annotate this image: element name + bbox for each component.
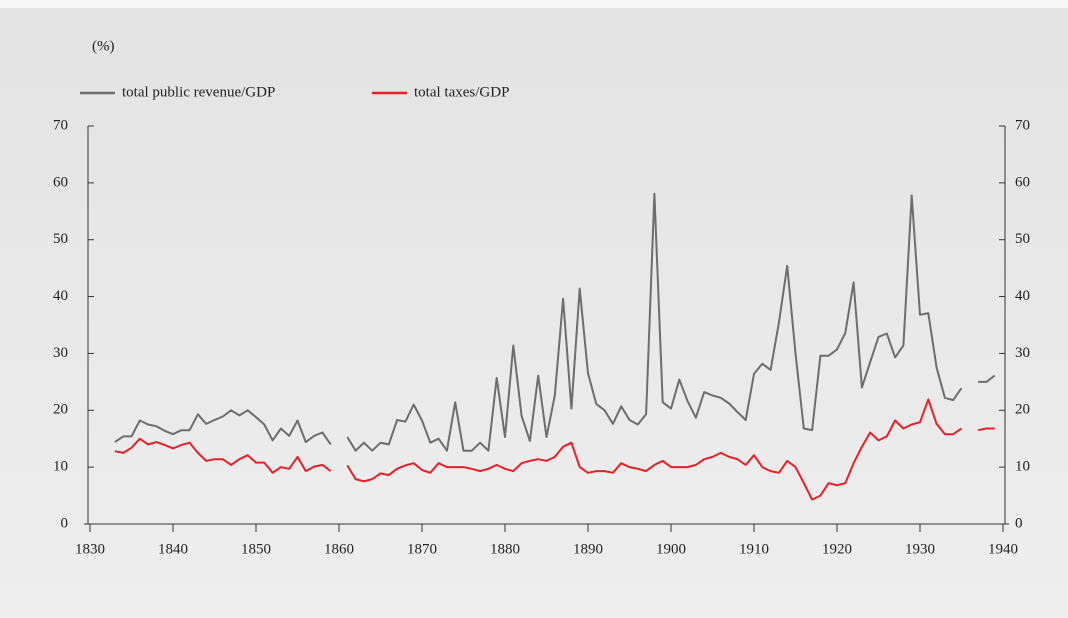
y-axis-label: (%) (92, 38, 115, 54)
y-tick-label: 30 (53, 345, 68, 361)
y-tick-label: 70 (53, 117, 68, 133)
x-tick-label: 1830 (75, 541, 105, 557)
series-line (114, 192, 996, 452)
y-tick-label-right: 30 (1015, 345, 1030, 361)
y-tick-label-right: 60 (1015, 174, 1030, 190)
y-tick-label: 40 (53, 288, 68, 304)
legend-label: total taxes/GDP (414, 84, 509, 100)
y-tick-label-right: 10 (1015, 459, 1030, 475)
x-tick-label: 1860 (324, 541, 354, 557)
y-tick-label-right: 50 (1015, 231, 1030, 247)
x-tick-label: 1870 (407, 541, 437, 557)
x-tick-label: 1920 (822, 541, 852, 557)
x-tick-label: 1850 (241, 541, 271, 557)
x-tick-label: 1880 (490, 541, 520, 557)
y-tick-label-right: 40 (1015, 288, 1030, 304)
legend-label: total public revenue/GDP (122, 84, 275, 100)
y-tick-label: 60 (53, 174, 68, 190)
y-tick-label-right: 0 (1015, 515, 1023, 531)
y-tick-label: 10 (53, 459, 68, 475)
x-tick-label: 1930 (905, 541, 935, 557)
y-tick-label-right: 20 (1015, 402, 1030, 418)
top-strip (0, 0, 1068, 8)
y-tick-label: 0 (61, 515, 69, 531)
x-tick-label: 1840 (158, 541, 188, 557)
x-tick-label: 1910 (739, 541, 769, 557)
y-tick-label: 20 (53, 402, 68, 418)
x-tick-label: 1940 (988, 541, 1018, 557)
y-tick-label: 50 (53, 231, 68, 247)
x-tick-label: 1900 (656, 541, 686, 557)
x-tick-label: 1890 (573, 541, 603, 557)
series-line (114, 398, 995, 501)
y-tick-label-right: 70 (1015, 117, 1030, 133)
